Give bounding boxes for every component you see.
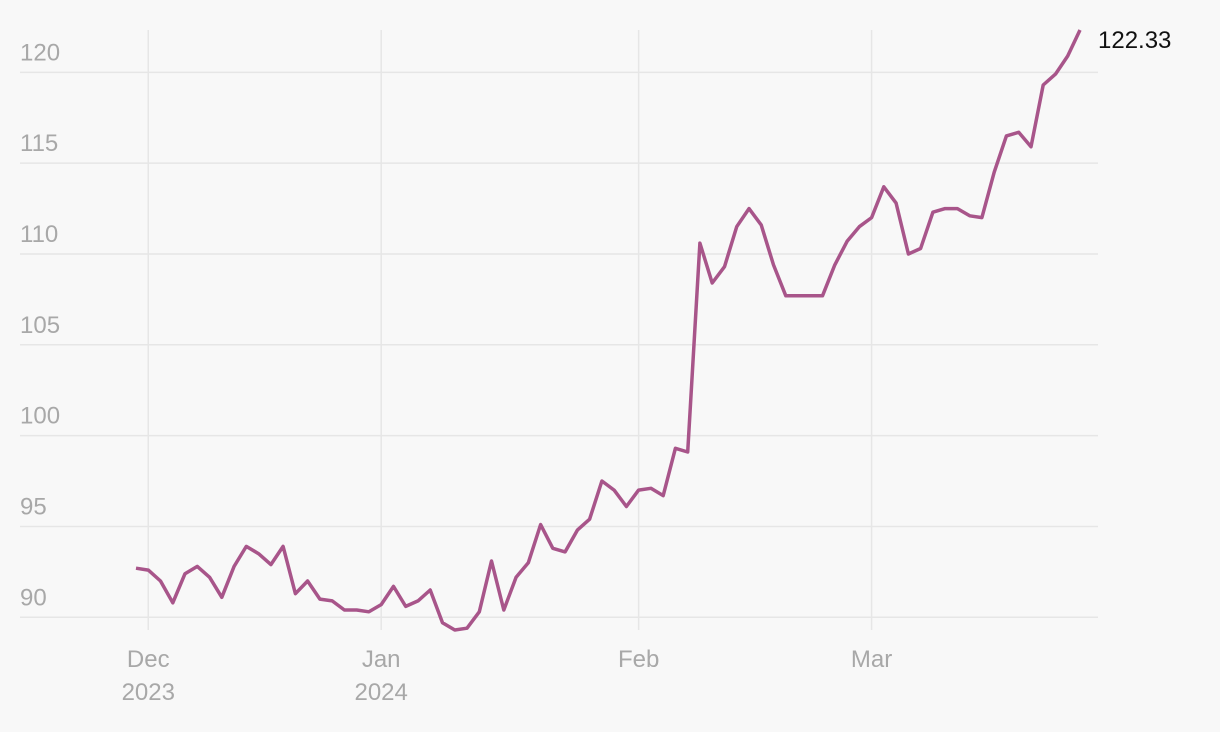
- y-tick-label: 105: [20, 312, 60, 339]
- x-tick-label: Mar: [851, 646, 892, 673]
- x-tick-label: Dec 2023: [122, 646, 175, 706]
- y-tick-label: 100: [20, 403, 60, 430]
- x-tick-label: Jan 2024: [354, 646, 407, 706]
- y-tick-label: 120: [20, 39, 60, 66]
- line: [135, 29, 1082, 632]
- y-tick-label: 90: [20, 584, 47, 611]
- x-tick-label: Feb: [618, 646, 659, 673]
- end-value-label: 122.33: [1098, 27, 1171, 54]
- y-tick-label: 95: [20, 493, 47, 520]
- y-tick-label: 110: [20, 221, 58, 248]
- y-tick-label: 115: [20, 130, 58, 157]
